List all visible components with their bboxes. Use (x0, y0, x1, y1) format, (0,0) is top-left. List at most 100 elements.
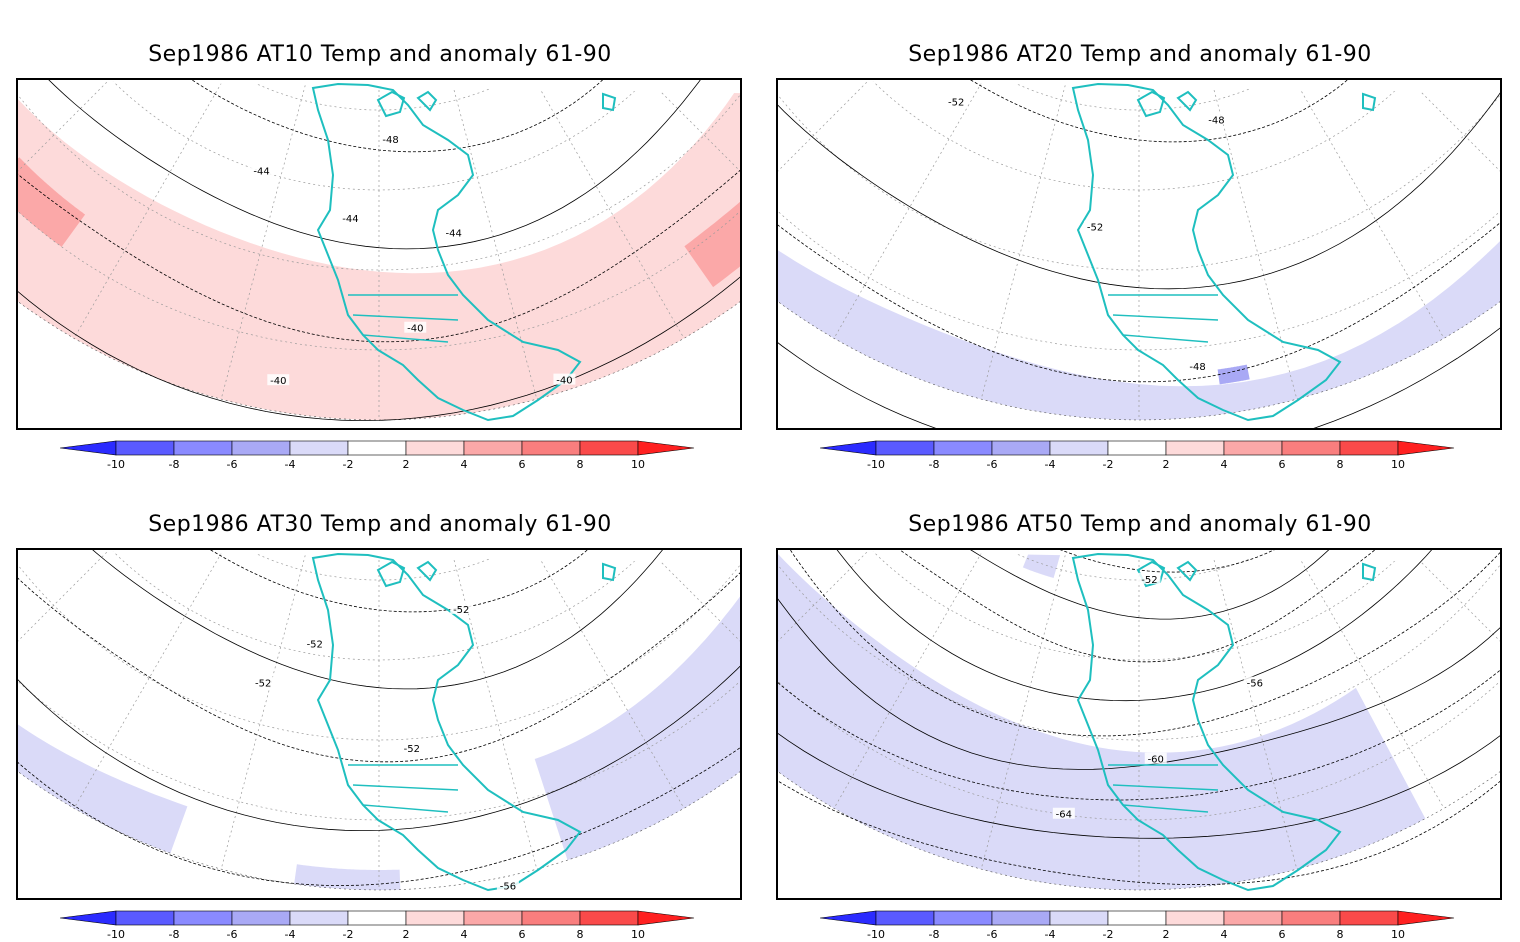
colorbar-tick-label: 8 (1337, 458, 1344, 471)
colorbar-segment (933, 440, 993, 456)
north-america-coast (311, 552, 582, 892)
colorbar-segment (347, 440, 407, 456)
isotherm (778, 669, 1500, 801)
colorbar-segment (115, 440, 175, 456)
contour-label: -48 (1208, 115, 1224, 126)
contour-label-bg (404, 321, 427, 333)
colorbar-segment (347, 910, 407, 926)
meridian (1408, 550, 1500, 642)
contour-label: -52 (307, 639, 323, 650)
contour-label-bg (1243, 676, 1266, 688)
isotherm (789, 550, 1500, 737)
isotherm (836, 550, 1433, 702)
colorbar-segment (579, 440, 639, 456)
meridian (980, 80, 1067, 400)
colorbar-arrow-right (637, 440, 695, 456)
colorbar: -10 -8 -6 -4 -2 2 4 6 8 10 (820, 910, 1455, 941)
meridian (778, 550, 870, 642)
north-america-coast (1071, 552, 1342, 892)
panel-at20: Sep1986 AT20 Temp and anomaly 61-90 -48-… (760, 0, 1520, 471)
colorbar-segment (1339, 910, 1399, 926)
contours (778, 550, 1500, 886)
panel-title: Sep1986 AT50 Temp and anomaly 61-90 (908, 512, 1372, 537)
polar-map: -48 -44 -44 -44 -40 -40 -40 (18, 80, 740, 428)
panel-title: Sep1986 AT10 Temp and anomaly 61-90 (148, 42, 612, 67)
colorbar-arrow-left (820, 910, 877, 926)
map-frame: -52 -56 -60 -64 (776, 548, 1502, 900)
contour-label-bg (1052, 807, 1075, 819)
contour-label: -56 (1247, 679, 1263, 690)
contour-label: -52 (255, 679, 271, 690)
disc-mask (18, 80, 740, 428)
colorbar-tick-label: -6 (227, 458, 238, 471)
colorbar-tick-label: -10 (867, 458, 885, 471)
colorbar-segment (173, 910, 233, 926)
disc-edge (18, 771, 740, 891)
colorbar-segment (1223, 910, 1283, 926)
colorbar-tick-label: 10 (631, 928, 645, 941)
colorbar-arrow-left (60, 910, 117, 926)
meridian (220, 80, 307, 400)
contour-label: -56 (500, 881, 516, 892)
colorbar-segment (289, 910, 349, 926)
colorbar-segment (1165, 440, 1225, 456)
colorbar-segment (115, 910, 175, 926)
colorbar-tick-label: -4 (1045, 458, 1056, 471)
anomaly-region (778, 554, 1464, 898)
contour-label: -60 (1148, 755, 1164, 766)
meridian (18, 550, 137, 585)
anomaly-region (1217, 364, 1250, 385)
contour-label-bg (1186, 359, 1209, 371)
meridian (220, 550, 307, 870)
meridian (1294, 80, 1445, 339)
isotherm (778, 222, 1500, 383)
colorbar-tick-label: 8 (577, 458, 584, 471)
colorbar-tick-label: -8 (929, 928, 940, 941)
meridian (778, 80, 870, 172)
colorbar-segment (289, 440, 349, 456)
isotherm (210, 550, 588, 613)
contour-label: -48 (382, 135, 398, 146)
contour-label: -40 (407, 324, 423, 335)
anomaly-region (778, 241, 1500, 428)
contour-label-bg (1205, 113, 1228, 125)
anomaly-region (18, 84, 740, 428)
colorbar-tick-label: -8 (169, 928, 180, 941)
map-frame: -48 -52 -52 -48 (776, 78, 1502, 430)
meridian (18, 80, 110, 172)
contour-label-bg (1084, 220, 1107, 232)
isotherm (18, 169, 740, 343)
colorbar-tick-label: -4 (1045, 928, 1056, 941)
colorbar-segment (173, 440, 233, 456)
meridian (73, 550, 224, 809)
contour-label: -44 (342, 214, 358, 225)
isotherm (48, 80, 701, 250)
colorbar: -10 -8 -6 -4 -2 2 4 6 8 10 (820, 440, 1455, 471)
contour-label-bg (252, 676, 275, 688)
isotherm (970, 550, 1330, 620)
state-borders (1108, 764, 1219, 813)
meridian (18, 80, 137, 115)
coastlines (1071, 82, 1377, 422)
contour-label-bg (1144, 752, 1167, 764)
disc-mask (18, 550, 740, 898)
contours (18, 550, 740, 887)
polar-map: -52 -56 -60 -64 (778, 550, 1500, 898)
colorbar-tick-label: -4 (285, 458, 296, 471)
colorbar-tick-label: -4 (285, 928, 296, 941)
north-america-coast (311, 82, 582, 422)
colorbar-tick-label: -8 (169, 458, 180, 471)
colorbar-tick-label: 8 (1337, 928, 1344, 941)
colorbar-segment (231, 910, 291, 926)
panel-at50: Sep1986 AT50 Temp and anomaly 61-90 -52-… (760, 470, 1520, 941)
colorbar-segment (991, 440, 1051, 456)
arctic-islands (376, 560, 617, 588)
colorbar-tick-label: -6 (987, 458, 998, 471)
colorbar-tick-label: -2 (343, 458, 354, 471)
colorbar-tick-label: 6 (519, 458, 526, 471)
contour-label-bg (945, 95, 968, 107)
isotherm (18, 665, 740, 832)
colorbar-tick-label: 4 (461, 458, 468, 471)
panel-title: Sep1986 AT30 Temp and anomaly 61-90 (148, 512, 612, 537)
isotherm (191, 80, 604, 153)
